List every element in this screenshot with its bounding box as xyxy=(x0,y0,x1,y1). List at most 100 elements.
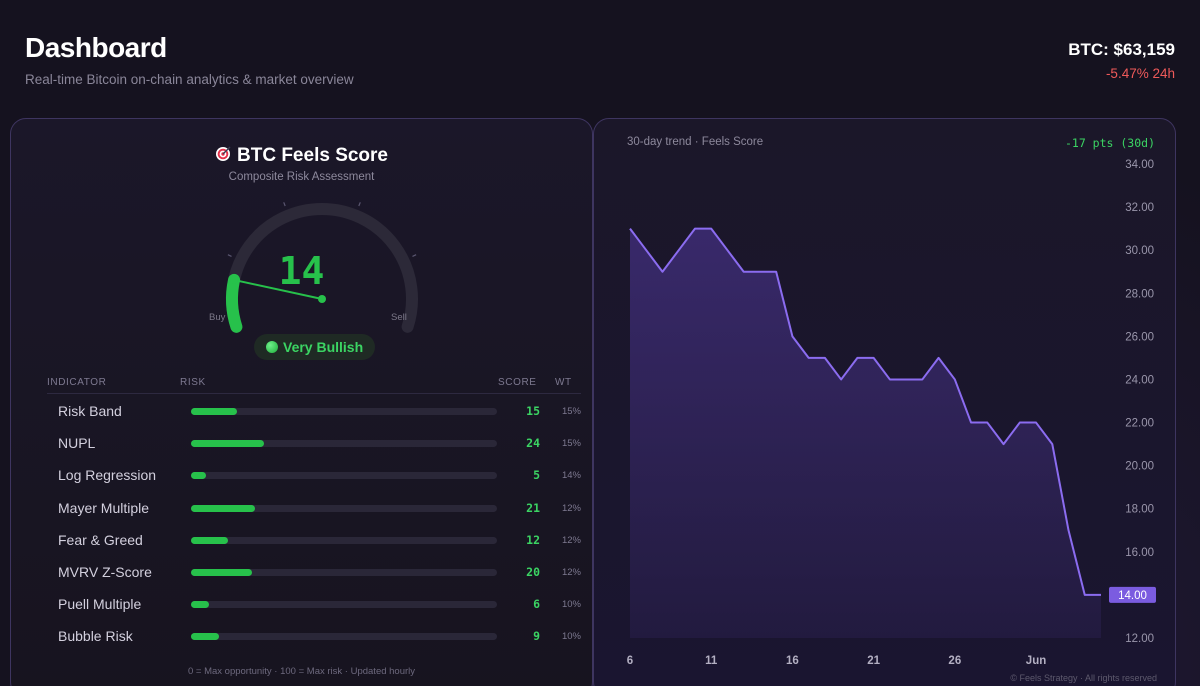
page-subtitle: Real-time Bitcoin on-chain analytics & m… xyxy=(25,72,354,87)
indicator-weight: 15% xyxy=(561,406,581,417)
gauge-max-label: Sell xyxy=(391,312,407,323)
indicator-name: Fear & Greed xyxy=(58,531,143,548)
indicator-row: Fear & Greed 12 12% xyxy=(48,530,583,552)
risk-bar-track xyxy=(191,504,497,512)
y-tick-label: 28.00 xyxy=(1125,288,1154,300)
risk-bar-fill xyxy=(191,472,207,480)
score-card-subtitle: Composite Risk Assessment xyxy=(228,171,375,183)
indicator-weight: 12% xyxy=(561,534,581,546)
indicator-row: Mayer Multiple 21 12% xyxy=(48,498,583,520)
x-tick-label: 11 xyxy=(705,655,718,667)
trend-line xyxy=(629,227,1101,596)
y-tick-label: 16.00 xyxy=(1125,547,1154,559)
y-tick-label: 20.00 xyxy=(1125,461,1154,473)
page-header: Dashboard Real-time Bitcoin on-chain ana… xyxy=(25,32,354,87)
risk-bar-track xyxy=(191,440,497,448)
risk-bar-fill xyxy=(191,536,228,544)
indicator-score: 9 xyxy=(533,629,540,644)
indicator-name: Bubble Risk xyxy=(58,628,133,645)
indicator-score: 21 xyxy=(526,500,540,515)
table-divider xyxy=(47,393,581,394)
risk-bar-fill xyxy=(191,440,265,448)
trend-card: 30-day trend · Feels Score -17 pts (30d)… xyxy=(593,118,1176,686)
risk-bar-track xyxy=(191,601,497,609)
trend-delta: -17 pts (30d) xyxy=(1064,136,1155,150)
indicator-weight: 10% xyxy=(561,599,581,611)
risk-bar-fill xyxy=(191,569,253,576)
y-tick-label: 26.00 xyxy=(1125,331,1154,343)
indicator-row: Risk Band 15 15% xyxy=(48,401,583,423)
gauge-tick xyxy=(412,254,417,257)
risk-bar-fill xyxy=(191,633,219,641)
column-header-risk: RISK xyxy=(180,377,206,388)
risk-bar-track xyxy=(191,408,497,415)
trend-area xyxy=(630,228,1101,638)
x-tick-label: 26 xyxy=(948,655,961,667)
score-card-title-text: BTC Feels Score xyxy=(237,145,388,166)
indicator-weight: 10% xyxy=(561,631,581,643)
indicator-weight: 14% xyxy=(561,470,581,482)
x-tick-label: 21 xyxy=(867,655,880,667)
y-tick-label: 18.00 xyxy=(1125,504,1154,516)
btc-price-change: -5.47% 24h xyxy=(1105,66,1175,81)
risk-bar-track xyxy=(191,536,497,544)
indicator-weight: 15% xyxy=(561,438,581,450)
risk-bar-fill xyxy=(191,408,237,415)
indicator-name: Puell Multiple xyxy=(58,596,142,613)
indicator-name: Log Regression xyxy=(58,467,157,484)
gauge-score-value: 14 xyxy=(278,249,325,293)
indicator-name: MVRV Z-Score xyxy=(58,564,152,580)
score-footnote: 0 = Max opportunity · 100 = Max risk · U… xyxy=(187,666,416,677)
gauge-tick xyxy=(358,202,361,207)
x-tick-label: 16 xyxy=(786,655,799,667)
btc-price: BTC: $63,159 xyxy=(1068,40,1175,59)
indicator-row: Log Regression 5 14% xyxy=(48,465,583,487)
y-tick-label: 32.00 xyxy=(1125,202,1154,214)
target-icon xyxy=(216,146,231,161)
column-header-score: SCORE xyxy=(498,377,537,388)
indicator-row: Bubble Risk 9 10% xyxy=(48,626,583,648)
trend-label: 30-day trend · Feels Score xyxy=(627,136,764,148)
column-header-wt: WT xyxy=(555,377,572,388)
gauge-needle-pivot xyxy=(318,295,326,303)
indicator-row: Puell Multiple 6 10% xyxy=(48,594,583,616)
x-tick-label: Jun xyxy=(1026,655,1046,667)
sentiment-badge: Very Bullish xyxy=(254,334,376,360)
indicator-score: 6 xyxy=(533,597,540,612)
gauge-needle xyxy=(233,278,323,300)
last-value-badge xyxy=(1109,586,1156,603)
gauge-tick xyxy=(227,254,232,257)
risk-bar-track xyxy=(191,569,497,576)
green-circle-icon xyxy=(266,341,278,353)
score-card-title: BTC Feels Score xyxy=(11,145,592,167)
indicator-score: 24 xyxy=(526,436,540,451)
score-gauge xyxy=(226,202,418,333)
sentiment-text: Very Bullish xyxy=(283,339,364,355)
risk-bar-track xyxy=(191,472,497,480)
y-tick-label: 12.00 xyxy=(1125,633,1154,645)
trend-chart: 34.00 32.00 30.00 28.00 26.00 24.00 22.00 20.00… xyxy=(627,159,1156,667)
indicator-row: MVRV Z-Score 20 12% xyxy=(48,562,583,584)
gauge-min-label: Buy xyxy=(209,312,226,323)
y-tick-label: 30.00 xyxy=(1125,245,1154,257)
gauge-tick xyxy=(283,202,286,207)
risk-bar-fill xyxy=(191,601,210,609)
last-value-label: 14.00 xyxy=(1118,590,1147,602)
page-title: Dashboard xyxy=(25,32,167,63)
indicator-score: 5 xyxy=(533,468,540,483)
y-tick-label: 34.00 xyxy=(1125,159,1154,171)
y-tick-label: 22.00 xyxy=(1125,418,1154,430)
risk-bar-track xyxy=(191,633,497,641)
btc-price-box: BTC: $63,159 -5.47% 24h xyxy=(1068,40,1175,81)
y-tick-label: 24.00 xyxy=(1125,374,1154,386)
gauge-needle-tip xyxy=(230,275,239,284)
risk-bar-fill xyxy=(191,504,256,512)
copyright-text: © Feels Strategy · All rights reserved xyxy=(1010,673,1157,683)
indicator-name: Mayer Multiple xyxy=(58,499,150,516)
x-tick-label: 6 xyxy=(627,655,633,667)
indicator-weight: 12% xyxy=(561,502,581,514)
indicator-name: Risk Band xyxy=(58,403,122,419)
column-header-indicator: INDICATOR xyxy=(47,377,107,388)
indicator-name: NUPL xyxy=(58,435,96,452)
indicator-score: 12 xyxy=(526,532,540,547)
